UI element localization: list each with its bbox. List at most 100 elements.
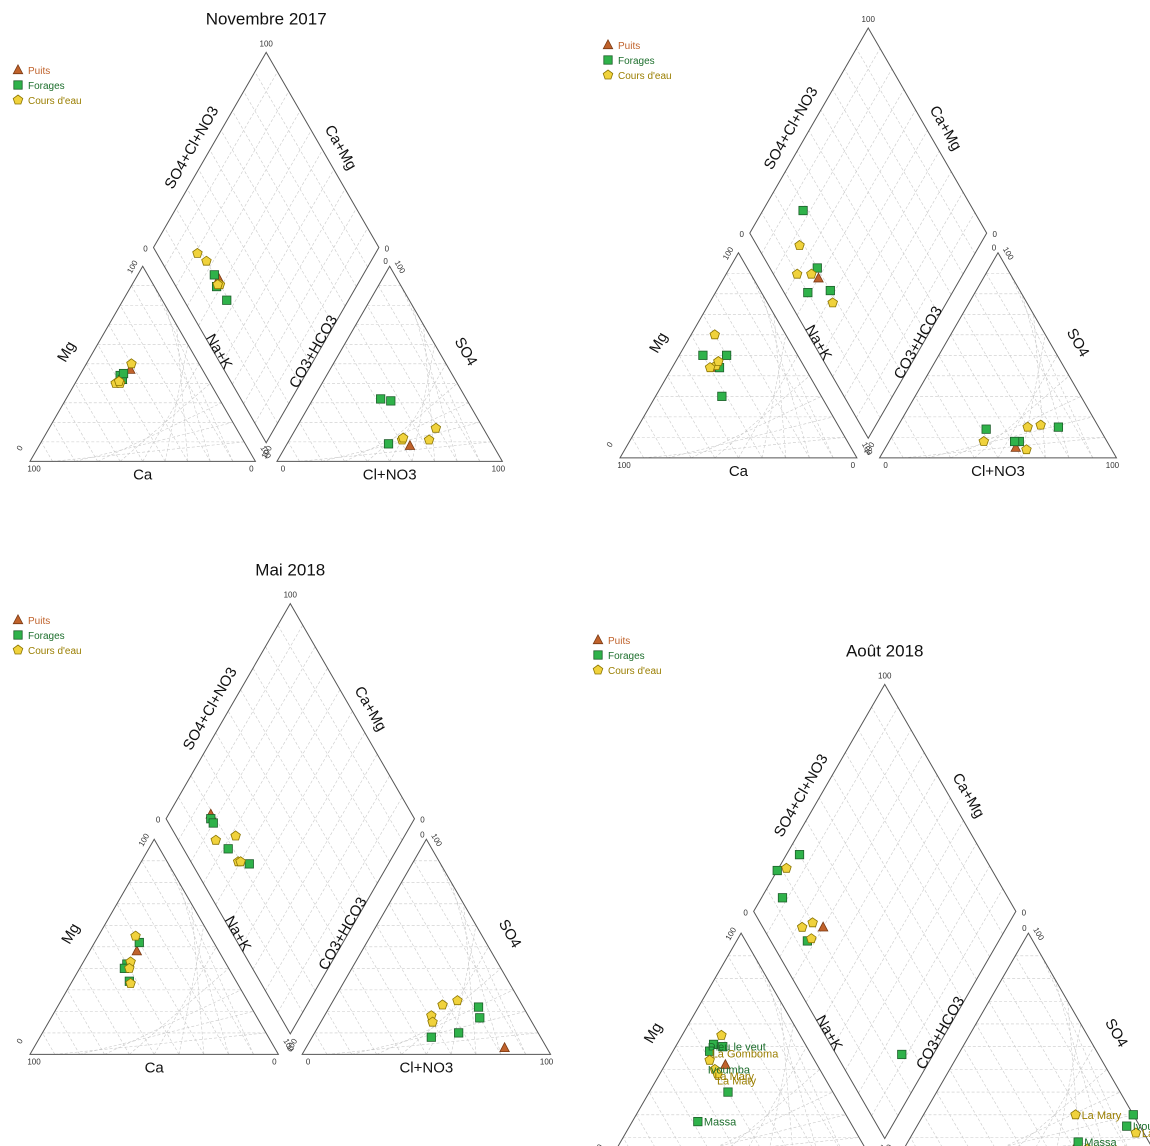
anion-point-forages [475,1013,485,1023]
anion-point-forages [473,1002,484,1012]
diamond-point-cours [806,268,817,279]
grid-lines [41,71,492,462]
legend: Puits Forages Cours d'eau [12,613,82,657]
data-points [119,808,510,1053]
cation-point-forages [698,350,708,360]
cation-point-cours [126,358,137,369]
tick-label: 100 [137,832,152,849]
grid-lines [631,48,1105,459]
tick-label: 100 [393,259,408,276]
anion-point-cours [423,434,435,445]
cation-point-forages [693,1116,703,1127]
legend-marker-puits [12,613,24,625]
anion-point-cours [452,995,463,1006]
legend-marker-forages [603,55,613,65]
legend-label-forages: Forages [618,56,655,67]
axis-label-mg: Mg [646,330,671,357]
diamond-point-forages [209,270,219,280]
cation-point-cours [713,356,724,366]
legend-label-puits: Puits [28,66,50,77]
anion-point-forages [383,439,394,449]
axis-label-ca: Ca [145,1059,165,1076]
point-label: La Maty [1093,1144,1133,1146]
diamond-point-cours [794,239,805,250]
axis-label-co3-hco3: CO3+HCO3 [315,894,370,973]
tick-label: 0 [851,461,856,470]
piper-panel-3: Mai 2018 Mg Na+K Ca CO3+HCO3 SO4 Cl+NO3 SO4+Cl+… [12,561,554,1076]
tick-label: 0 [143,245,148,254]
tick-label: 100 [875,1143,890,1146]
tick-label: 0 [605,440,615,449]
diamond-point-cours [796,921,808,932]
axis-label-cl-no3: Cl+NO3 [399,1059,453,1076]
tick-label: 100 [27,464,41,473]
cation-point-cours [716,1029,727,1040]
cation-point-cours [130,930,141,941]
anion-point-forages [1053,422,1064,432]
anion-point-cours [1035,419,1046,430]
legend-marker-forages [13,630,23,640]
point-label: Dieu le veut [708,1042,766,1054]
cation-point-forages [718,1042,728,1052]
cation-point-forages [717,391,727,401]
legend-marker-cours [602,69,614,80]
anion-triangle [904,932,1150,1146]
chart-title: Mai 2018 [255,561,325,580]
point-label: Ivoumba [708,1064,751,1076]
cation-point-cours [125,977,136,988]
anion-point-cours [437,999,448,1010]
anion-point-forages [1009,436,1020,447]
diamond-point-cours [210,834,221,845]
diamond-point-cours [806,933,817,944]
cation-point-puits [720,1058,731,1069]
cation-point-cours [712,1068,723,1079]
diamond-point-cours [791,268,803,279]
legend-label-forages: Forages [28,631,65,642]
tick-label: 100 [1001,245,1016,262]
diamond-point-forages [798,205,808,216]
tick-label: 0 [1022,924,1027,933]
cation-point-cours [709,329,720,340]
tick-label: 100 [540,1057,554,1066]
legend-label-puits: Puits [618,41,640,52]
axis-label-na-k: Na+K [801,322,835,363]
central-diamond [749,26,988,440]
tick-label: 0 [249,464,254,473]
diamond-point-cours [230,830,241,841]
anion-point-forages [1073,1137,1083,1146]
legend: Puits Forages Cours d'eau [592,633,662,677]
legend-marker-cours [592,664,604,675]
diamond-point-forages [825,285,835,296]
legend-label-cours: Cours d'eau [608,666,662,677]
point-label: Massa [704,1117,737,1129]
legend-marker-puits [602,38,614,50]
axis-label-cl-no3: Cl+NO3 [971,463,1025,480]
legend-marker-cours [12,94,24,105]
chart-title: Août 2018 [846,641,924,660]
axis-label-ca-mg: Ca+Mg [351,684,390,735]
anion-point-puits [499,1041,510,1053]
axis-label-co3-hco3: CO3+HCO3 [286,312,341,391]
legend-label-cours: Cours d'eau [28,96,82,107]
diamond-point-puits [817,921,829,932]
anion-point-forages [376,394,386,404]
tick-label: 100 [1106,461,1120,470]
anion-point-cours [397,432,409,443]
anion-point-cours [1083,1143,1092,1146]
axis-label-na-k: Na+K [202,331,236,372]
diamond-point-forages [897,1049,907,1060]
point-label: Ig [1080,1144,1089,1146]
grid-lines [622,706,1147,1146]
tick-label: 0 [743,908,748,917]
diamond-point-cours [212,279,223,290]
central-diamond [753,683,1017,1140]
axis-label-so4: SO4 [1063,326,1093,360]
diamond-point-forages [244,859,254,869]
tick-label: 0 [420,816,425,825]
cation-triangle [619,251,858,459]
cation-point-forages [722,350,732,360]
legend-label-puits: Puits [608,636,630,647]
cation-point-cours [704,1054,715,1065]
anion-point-forages [1128,1110,1138,1120]
tick-label: 100 [260,39,274,48]
